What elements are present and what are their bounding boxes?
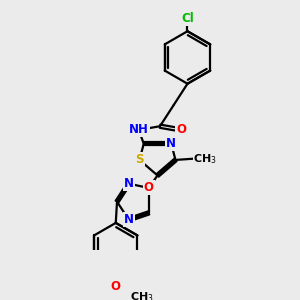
Text: CH$_3$: CH$_3$ <box>130 290 153 300</box>
Text: O: O <box>111 280 121 293</box>
Text: Cl: Cl <box>181 12 194 25</box>
Text: NH: NH <box>129 123 149 136</box>
Text: N: N <box>166 137 176 150</box>
Text: S: S <box>135 153 144 167</box>
Text: N: N <box>124 177 134 190</box>
Text: N: N <box>124 213 134 226</box>
Text: CH$_3$: CH$_3$ <box>194 152 217 166</box>
Text: O: O <box>176 123 186 136</box>
Text: O: O <box>144 182 154 194</box>
